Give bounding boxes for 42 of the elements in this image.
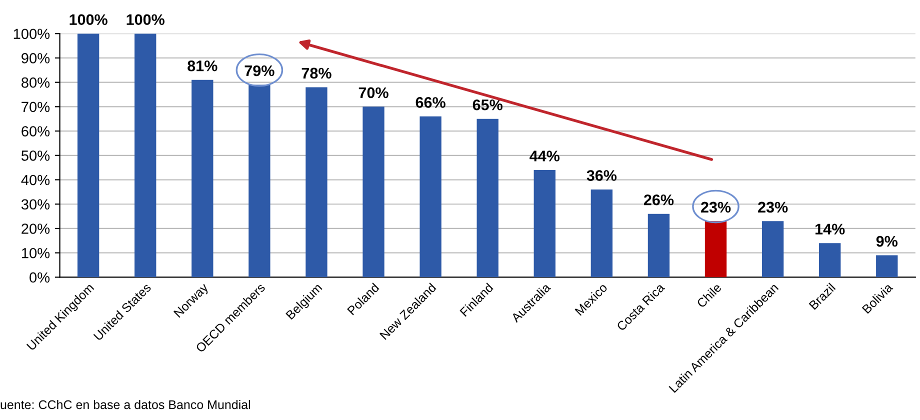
data-label: 79% — [244, 65, 274, 76]
data-label: 9% — [876, 236, 898, 247]
y-tick-label: 100% — [14, 28, 50, 40]
data-label: 100% — [70, 14, 108, 26]
data-label: 14% — [816, 224, 845, 234]
bar — [704, 221, 727, 278]
text: uente: CChC en base a datos Banco Mundial — [0, 400, 250, 410]
y-tick-label: 50% — [21, 150, 50, 161]
y-tick-label: 90% — [22, 53, 50, 64]
y-tick-label: 30% — [21, 199, 50, 210]
y-tick-label: 70% — [22, 102, 50, 112]
bar — [876, 255, 898, 278]
bar — [476, 118, 498, 278]
data-label: 66% — [416, 97, 446, 108]
y-tick-label: 0% — [30, 272, 50, 283]
y-tick-label: 80% — [22, 77, 50, 88]
bar — [762, 221, 784, 278]
y-tick-label: 20% — [22, 224, 50, 234]
data-label: 65% — [472, 99, 502, 110]
bar — [192, 80, 214, 278]
bar — [248, 84, 270, 278]
data-label: 23% — [758, 202, 788, 213]
data-label: 36% — [586, 170, 617, 181]
bar — [420, 116, 442, 278]
bar — [648, 214, 670, 278]
y-tick-label: 60% — [22, 126, 50, 136]
bar — [134, 34, 156, 278]
y-tick-label: 40% — [21, 174, 50, 186]
data-label: 23% — [701, 202, 731, 213]
bar — [590, 190, 613, 278]
data-label: 70% — [358, 87, 388, 98]
y-tick-label: 10% — [22, 248, 50, 258]
bar — [362, 106, 384, 278]
data-label: 78% — [302, 68, 332, 79]
bar — [306, 87, 328, 278]
data-label: 81% — [188, 60, 218, 72]
data-label: 26% — [644, 194, 674, 206]
bar — [77, 34, 100, 278]
data-label: 100% — [126, 14, 164, 26]
data-label: 44% — [530, 150, 560, 162]
bar — [819, 243, 841, 278]
bar — [534, 170, 556, 278]
